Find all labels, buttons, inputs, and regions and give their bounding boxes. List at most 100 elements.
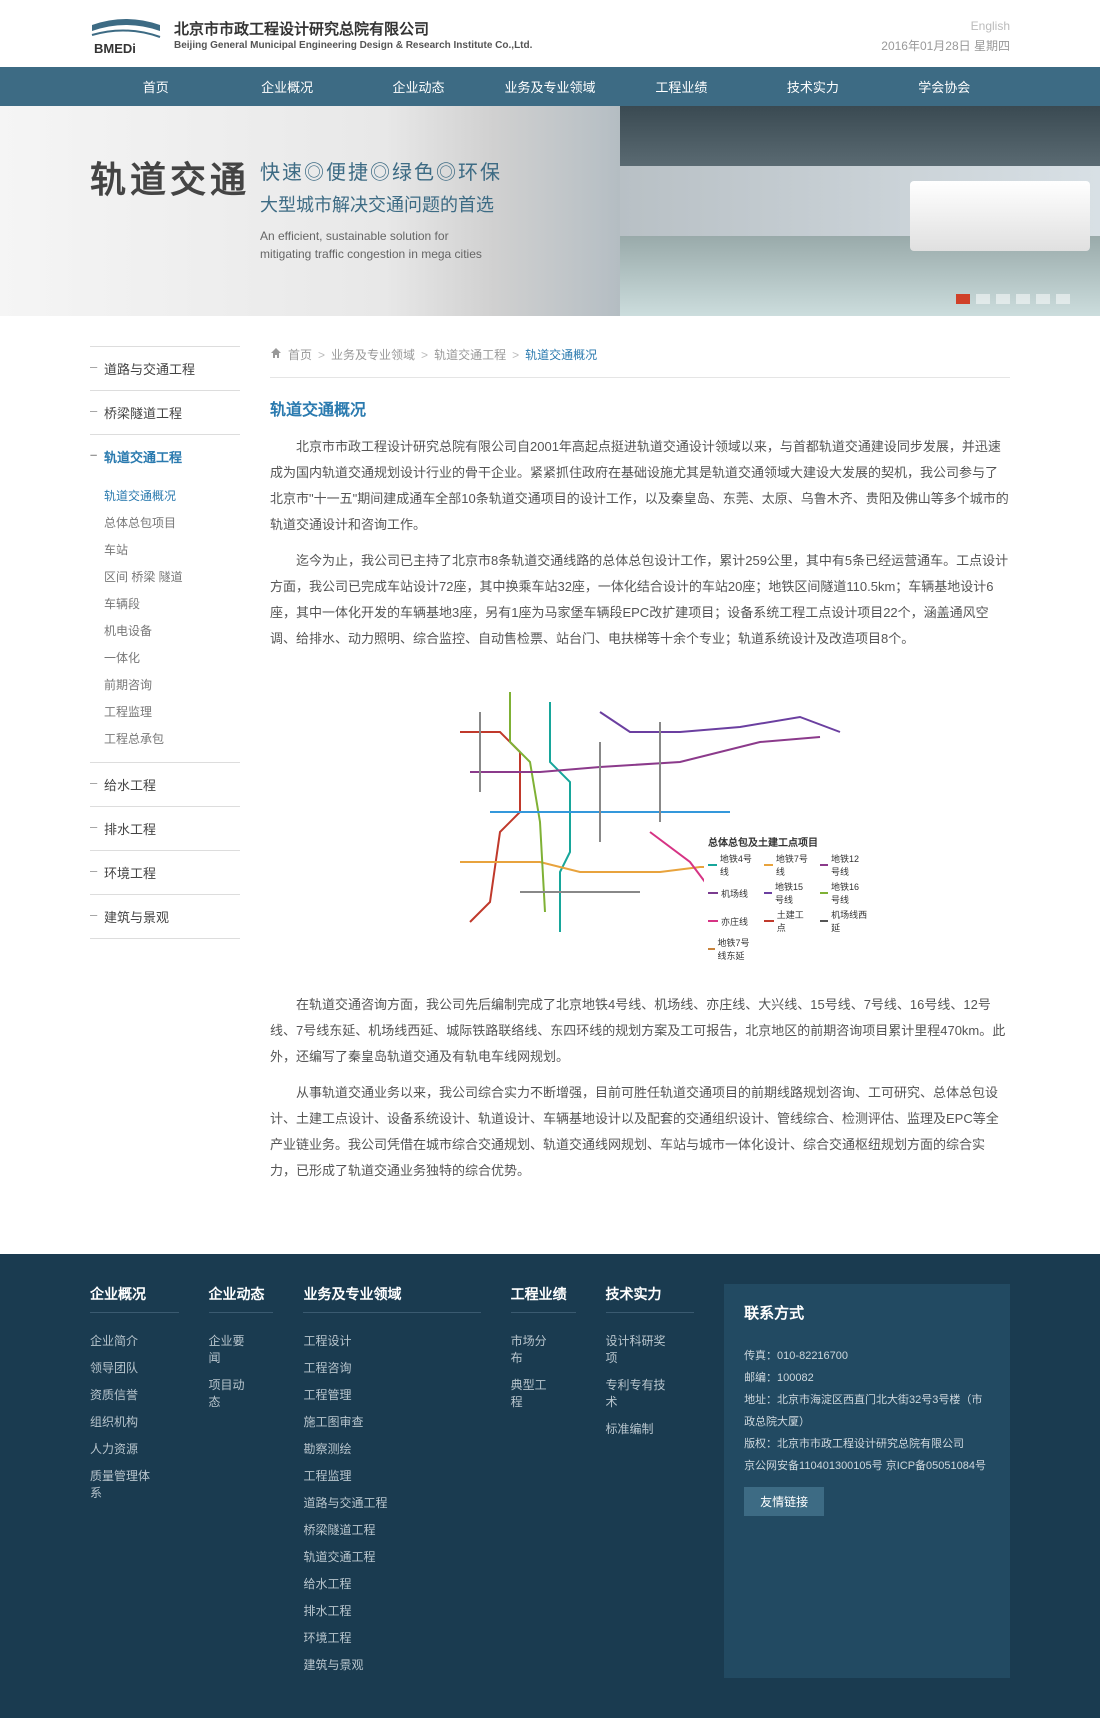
sidebar-subitem[interactable]: 前期咨询 <box>104 671 240 698</box>
sidebar-category[interactable]: 道路与交通工程 <box>90 346 240 390</box>
banner-dot[interactable] <box>976 294 990 304</box>
sidebar-subitem[interactable]: 一体化 <box>104 644 240 671</box>
sidebar-category[interactable]: 给水工程 <box>90 762 240 806</box>
footer-link[interactable]: 典型工程 <box>511 1371 558 1415</box>
footer: 企业概况企业简介领导团队资质信誉组织机构人力资源质量管理体系 企业动态企业要闻项目… <box>0 1254 1100 1718</box>
footer-col-title: 技术实力 <box>606 1284 695 1313</box>
footer-link[interactable]: 环境工程 <box>303 1624 387 1651</box>
banner-en-2: mitigating traffic congestion in mega ci… <box>260 245 502 263</box>
banner-dot[interactable] <box>1056 294 1070 304</box>
company-name-cn: 北京市市政工程设计研究总院有限公司 <box>174 20 532 40</box>
metro-map: 总体总包及土建工点项目 地铁4号线地铁7号线地铁12号线机场线地铁15号线地铁1… <box>400 672 880 972</box>
banner-dot[interactable] <box>1036 294 1050 304</box>
footer-link[interactable]: 市场分布 <box>511 1327 558 1371</box>
footer-link[interactable]: 工程管理 <box>303 1381 363 1408</box>
banner-en-1: An efficient, sustainable solution for <box>260 227 502 245</box>
sidebar-subitem[interactable]: 工程总承包 <box>104 725 240 752</box>
contact-line: 地址：北京市海淀区西直门北大街32号3号楼（市政总院大厦） <box>744 1389 990 1433</box>
sidebar-subitem[interactable]: 总体总包项目 <box>104 509 240 536</box>
footer-link[interactable]: 设计科研奖项 <box>606 1327 677 1371</box>
legend-item: 机场线西延 <box>820 908 868 934</box>
body-paragraph: 从事轨道交通业务以来，我公司综合实力不断增强，目前可胜任轨道交通项目的前期线路规… <box>270 1080 1010 1184</box>
footer-link[interactable]: 项目动态 <box>209 1371 256 1415</box>
footer-link[interactable]: 轨道交通工程 <box>303 1543 387 1570</box>
breadcrumb-home[interactable]: 首页 <box>288 346 312 363</box>
footer-link[interactable]: 标准编制 <box>606 1415 677 1442</box>
footer-col-title: 业务及专业领域 <box>303 1284 480 1313</box>
sidebar-category[interactable]: 建筑与景观 <box>90 894 240 939</box>
banner-dot[interactable] <box>996 294 1010 304</box>
footer-link[interactable]: 排水工程 <box>303 1597 387 1624</box>
sidebar-category[interactable]: 轨道交通工程 <box>90 434 240 478</box>
banner-subtitle-2: 大型城市解决交通问题的首选 <box>260 191 502 217</box>
breadcrumb-l1[interactable]: 业务及专业领域 <box>331 346 415 363</box>
footer-col-title: 企业概况 <box>90 1284 179 1313</box>
nav-item[interactable]: 学会协会 <box>879 67 1010 106</box>
friend-links-button[interactable]: 友情链接 <box>744 1487 824 1516</box>
sidebar-subitem[interactable]: 机电设备 <box>104 617 240 644</box>
sidebar-category[interactable]: 环境工程 <box>90 850 240 894</box>
sidebar-category[interactable]: 排水工程 <box>90 806 240 850</box>
footer-link[interactable]: 建筑与景观 <box>303 1651 387 1678</box>
nav-item[interactable]: 企业概况 <box>221 67 352 106</box>
contact-title: 联系方式 <box>744 1302 990 1331</box>
company-name-en: Beijing General Municipal Engineering De… <box>174 39 532 52</box>
legend-item: 机场线 <box>708 880 756 906</box>
logo-icon: BMEDi <box>90 15 162 57</box>
legend-item: 亦庄线 <box>708 908 756 934</box>
nav-item[interactable]: 业务及专业领域 <box>484 67 615 106</box>
sidebar-subitem[interactable]: 区间 桥梁 隧道 <box>104 563 240 590</box>
svg-text:BMEDi: BMEDi <box>94 41 136 56</box>
legend-item: 土建工点 <box>764 908 812 934</box>
legend-item: 地铁12号线 <box>820 852 868 878</box>
footer-link[interactable]: 勘察测绘 <box>303 1435 363 1462</box>
footer-link[interactable]: 资质信誉 <box>90 1381 161 1408</box>
footer-link[interactable]: 领导团队 <box>90 1354 161 1381</box>
main-nav: 首页企业概况企业动态业务及专业领域工程业绩技术实力学会协会 <box>0 67 1100 106</box>
banner-title: 轨道交通 <box>90 151 250 203</box>
footer-col-title: 工程业绩 <box>511 1284 576 1313</box>
sidebar: 道路与交通工程桥梁隧道工程轨道交通工程轨道交通概况总体总包项目车站区间 桥梁 隧… <box>90 346 240 1194</box>
banner-dot[interactable] <box>1016 294 1030 304</box>
contact-line: 传真：010-82216700 <box>744 1345 990 1367</box>
sidebar-subitem[interactable]: 工程监理 <box>104 698 240 725</box>
banner: 轨道交通 快速◎便捷◎绿色◎环保 大型城市解决交通问题的首选 An effici… <box>0 106 1100 316</box>
footer-link[interactable]: 工程咨询 <box>303 1354 363 1381</box>
footer-link[interactable]: 给水工程 <box>303 1570 387 1597</box>
sidebar-category[interactable]: 桥梁隧道工程 <box>90 390 240 434</box>
footer-link[interactable]: 质量管理体系 <box>90 1462 161 1506</box>
legend-title: 总体总包及土建工点项目 <box>708 834 870 849</box>
body-paragraph: 迄今为止，我公司已主持了北京市8条轨道交通线路的总体总包设计工作，累计259公里… <box>270 548 1010 652</box>
footer-link[interactable]: 专利专有技术 <box>606 1371 677 1415</box>
footer-link[interactable]: 道路与交通工程 <box>303 1489 387 1516</box>
banner-dot[interactable] <box>956 294 970 304</box>
footer-col-title: 企业动态 <box>209 1284 274 1313</box>
nav-item[interactable]: 技术实力 <box>747 67 878 106</box>
footer-link[interactable]: 企业简介 <box>90 1327 161 1354</box>
breadcrumb-current: 轨道交通概况 <box>525 346 597 363</box>
footer-link[interactable]: 施工图审查 <box>303 1408 363 1435</box>
nav-item[interactable]: 首页 <box>90 67 221 106</box>
legend-item: 地铁7号线东延 <box>708 936 756 962</box>
sidebar-subitem[interactable]: 车站 <box>104 536 240 563</box>
footer-link[interactable]: 工程监理 <box>303 1462 363 1489</box>
logo[interactable]: BMEDi 北京市市政工程设计研究总院有限公司 Beijing General … <box>90 15 532 57</box>
footer-link[interactable]: 组织机构 <box>90 1408 161 1435</box>
lang-switch[interactable]: English <box>881 19 1010 33</box>
banner-pagination <box>956 294 1070 304</box>
footer-link[interactable]: 桥梁隧道工程 <box>303 1516 387 1543</box>
legend-item: 地铁15号线 <box>764 880 812 906</box>
footer-link[interactable]: 工程设计 <box>303 1327 363 1354</box>
nav-item[interactable]: 企业动态 <box>353 67 484 106</box>
legend-item: 地铁16号线 <box>820 880 868 906</box>
nav-item[interactable]: 工程业绩 <box>616 67 747 106</box>
contact-line: 京公网安备110401300105号 京ICP备05051084号 <box>744 1455 990 1477</box>
body-paragraph: 在轨道交通咨询方面，我公司先后编制完成了北京地铁4号线、机场线、亦庄线、大兴线、… <box>270 992 1010 1070</box>
footer-link[interactable]: 人力资源 <box>90 1435 161 1462</box>
breadcrumb-l2[interactable]: 轨道交通工程 <box>434 346 506 363</box>
footer-link[interactable]: 企业要闻 <box>209 1327 256 1371</box>
sidebar-subitem[interactable]: 轨道交通概况 <box>104 482 240 509</box>
home-icon[interactable] <box>270 347 282 362</box>
sidebar-subitem[interactable]: 车辆段 <box>104 590 240 617</box>
contact-line: 版权：北京市市政工程设计研究总院有限公司 <box>744 1433 990 1455</box>
